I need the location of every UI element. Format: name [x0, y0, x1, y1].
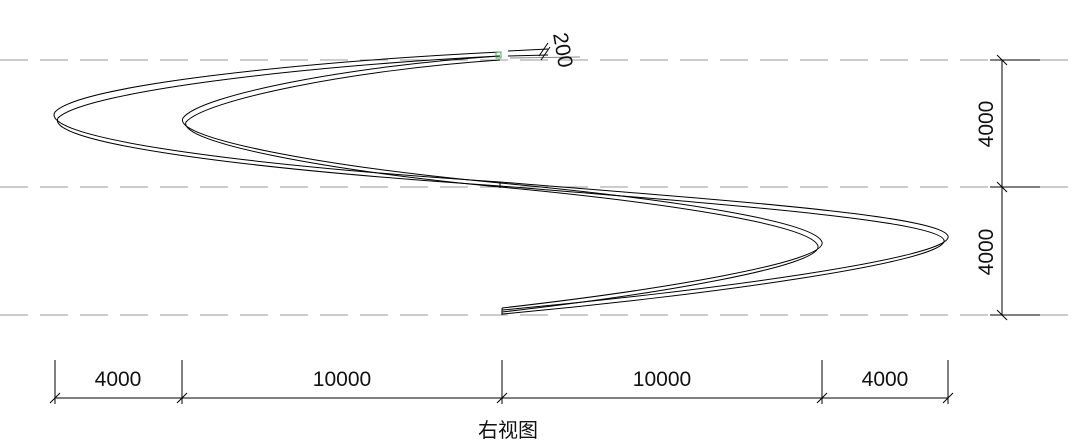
- thickness-dim-line: [509, 56, 581, 59]
- horizontal-dim-label-4: 4000: [862, 368, 909, 391]
- horizontal-tick: [176, 392, 188, 404]
- horizontal-dim-label-1: 4000: [95, 368, 142, 391]
- horizontal-tick: [816, 392, 828, 404]
- vertical-dim-label-lower: 4000: [975, 229, 998, 276]
- inner-curve-lower-edge: [499, 186, 819, 313]
- outer-curve-upper-edge: [56, 55, 501, 187]
- horizontal-tick: [496, 392, 508, 404]
- vertical-tick: [996, 181, 1008, 193]
- outer-curve-lower: [499, 181, 949, 311]
- view-title: 右视图: [478, 418, 538, 442]
- vertical-dim-label-upper: 4000: [975, 101, 998, 148]
- outer-curve-lower-edge: [499, 185, 945, 315]
- outer-curve-upper: [53, 51, 501, 183]
- inner-curve-lower: [499, 182, 823, 309]
- horizontal-dim-label-3: 10000: [633, 368, 691, 391]
- inner-curve-upper: [182, 55, 501, 184]
- selected-end-marker: [495, 51, 502, 59]
- horizontal-tick: [942, 392, 954, 404]
- vertical-tick: [996, 54, 1008, 66]
- end-cut-top-edge: [507, 54, 549, 57]
- thickness-tick: [540, 46, 551, 61]
- inner-curve-upper-edge: [185, 59, 501, 188]
- thickness-tick: [538, 42, 549, 57]
- horizontal-dim-label-2: 10000: [313, 368, 371, 391]
- end-cut-top: [507, 48, 549, 52]
- thickness-label: 200: [548, 31, 577, 70]
- horizontal-tick: [49, 392, 61, 404]
- vertical-tick: [996, 309, 1008, 321]
